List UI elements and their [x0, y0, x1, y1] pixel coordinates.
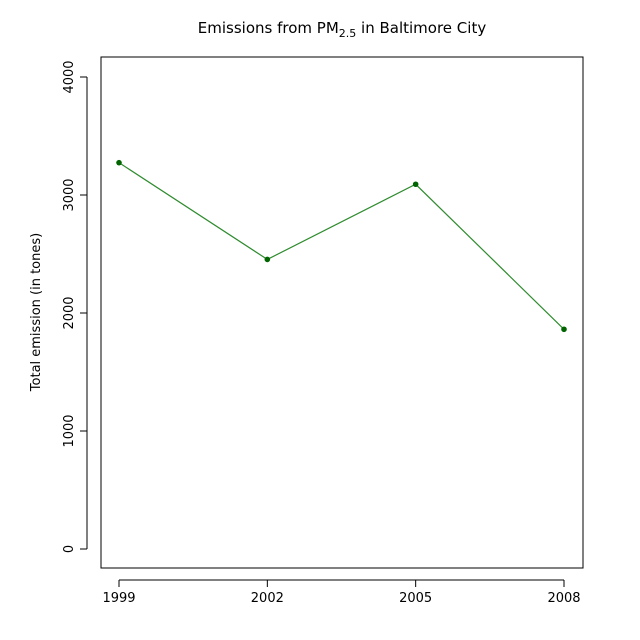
x-tick-label: 2002 — [251, 591, 284, 606]
series-layer — [116, 159, 567, 333]
y-tick-label: 3000 — [62, 178, 77, 211]
x-tick-label: 2005 — [399, 591, 432, 606]
series-line — [118, 162, 565, 330]
data-point — [264, 256, 271, 263]
chart-title-subscript: 2.5 — [339, 27, 357, 40]
y-tick-label: 4000 — [62, 60, 77, 93]
plot-frame — [100, 56, 584, 569]
chart-title-suffix: in Baltimore City — [356, 19, 486, 37]
y-tick-label: 0 — [62, 545, 77, 553]
data-point — [412, 181, 419, 188]
x-tick-label: 1999 — [102, 591, 135, 606]
y-axis-label: Total emission (in tones) — [29, 233, 44, 392]
y-tick-label: 2000 — [62, 296, 77, 329]
chart-title: Emissions from PM2.5 in Baltimore City — [198, 19, 487, 40]
data-point — [116, 159, 122, 166]
data-point — [561, 326, 567, 333]
chart-title-prefix: Emissions from PM — [198, 19, 339, 37]
x-axis: 1999 2002 2005 2008 — [102, 579, 581, 606]
y-axis: 0 1000 2000 3000 4000 — [62, 60, 88, 553]
x-tick-label: 2008 — [547, 591, 580, 606]
y-tick-label: 1000 — [62, 414, 77, 447]
